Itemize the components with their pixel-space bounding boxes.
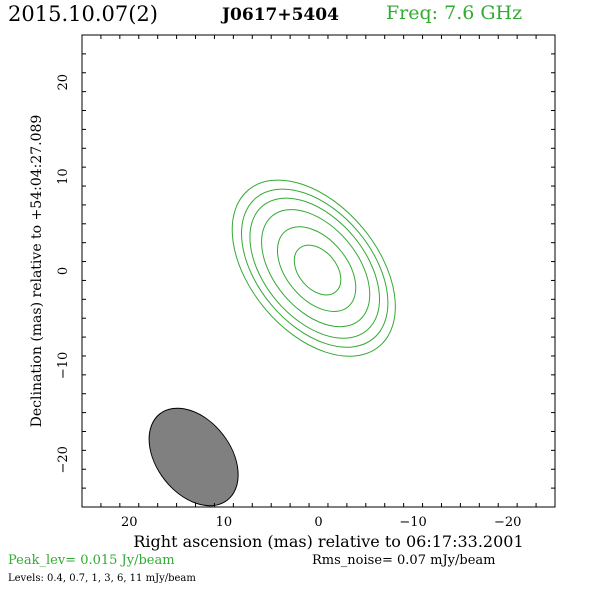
y-tick-label: 20 — [56, 74, 71, 91]
contour-level-4 — [276, 226, 357, 312]
contour-level-3 — [261, 209, 371, 328]
frequency-label: Freq: 7.6 GHz — [386, 2, 523, 24]
x-tick-label: 20 — [121, 515, 138, 530]
x-tick-label: −20 — [494, 515, 521, 530]
x-tick-label: −10 — [399, 515, 426, 530]
x-tick-label: 10 — [216, 515, 233, 530]
observation-date: 2015.10.07(2) — [8, 2, 158, 26]
y-tick-label: −20 — [56, 446, 71, 473]
y-tick-label: 10 — [56, 168, 71, 185]
beam-layer — [148, 407, 239, 507]
rms-noise: Rms_noise= 0.07 mJy/beam — [312, 553, 496, 568]
y-axis-label: Declination (mas) relative to +54:04:27.… — [29, 115, 45, 428]
tick-layer: 20 10 0 −10 −20 20 10 0 −10 −20 — [56, 34, 556, 530]
peak-level: Peak_lev= 0.015 Jy/beam — [8, 553, 175, 568]
contour-level-5 — [293, 244, 342, 296]
plot-frame — [81, 34, 556, 508]
contour-level-0 — [231, 179, 396, 357]
contour-levels: Levels: 0.4, 0.7, 1, 3, 6, 11 mJy/beam — [8, 573, 196, 584]
beam-ellipse — [148, 407, 239, 507]
y-tick-label: −10 — [56, 352, 71, 379]
contour-layer — [231, 179, 396, 357]
contour-level-1 — [241, 188, 389, 348]
x-tick-label: 0 — [314, 515, 322, 530]
contour-level-2 — [249, 197, 381, 339]
x-axis-label: Right ascension (mas) relative to 06:17:… — [133, 532, 523, 551]
source-name: J0617+5404 — [222, 5, 339, 25]
y-tick-label: 0 — [56, 267, 71, 275]
